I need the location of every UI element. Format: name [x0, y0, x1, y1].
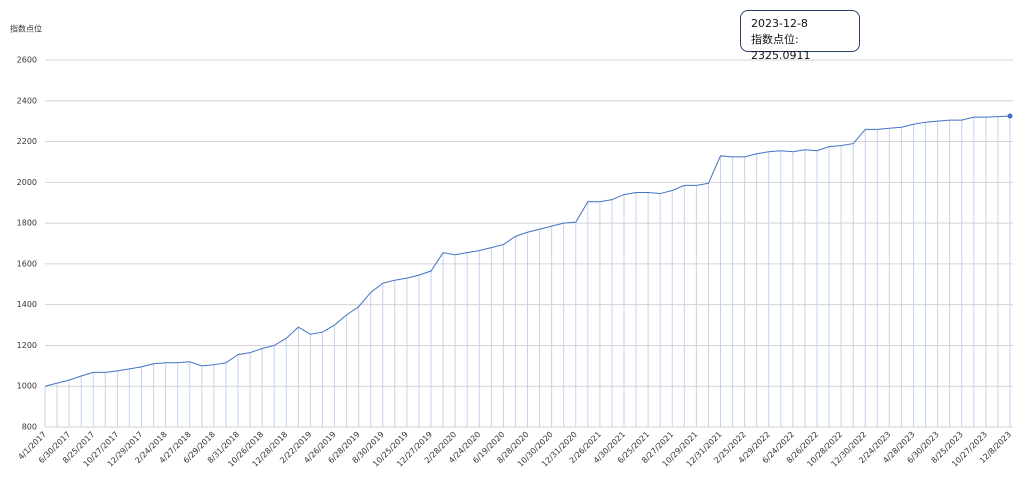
line	[44, 115, 1011, 387]
point-marker	[1007, 113, 1013, 119]
tooltip-value: 指数点位: 2325.0911	[751, 33, 811, 62]
tooltip-date: 2023-12-8	[751, 17, 808, 30]
y-tick-label: 1400	[17, 300, 37, 309]
tooltip: 2023-12-8 指数点位: 2325.0911	[740, 10, 860, 62]
y-tick-label: 2600	[17, 56, 37, 65]
y-tick-label: 2000	[17, 178, 37, 187]
y-tick-label: 1800	[17, 219, 37, 228]
y-tick-label: 1000	[17, 382, 37, 391]
y-tick-label: 800	[22, 423, 37, 432]
y-tick-label: 1600	[17, 259, 37, 268]
y-axis-label: 指数点位	[10, 24, 42, 34]
y-tick-label: 1200	[17, 341, 37, 350]
y-tick-label: 2400	[17, 96, 37, 105]
y-tick-label: 2200	[17, 137, 37, 146]
